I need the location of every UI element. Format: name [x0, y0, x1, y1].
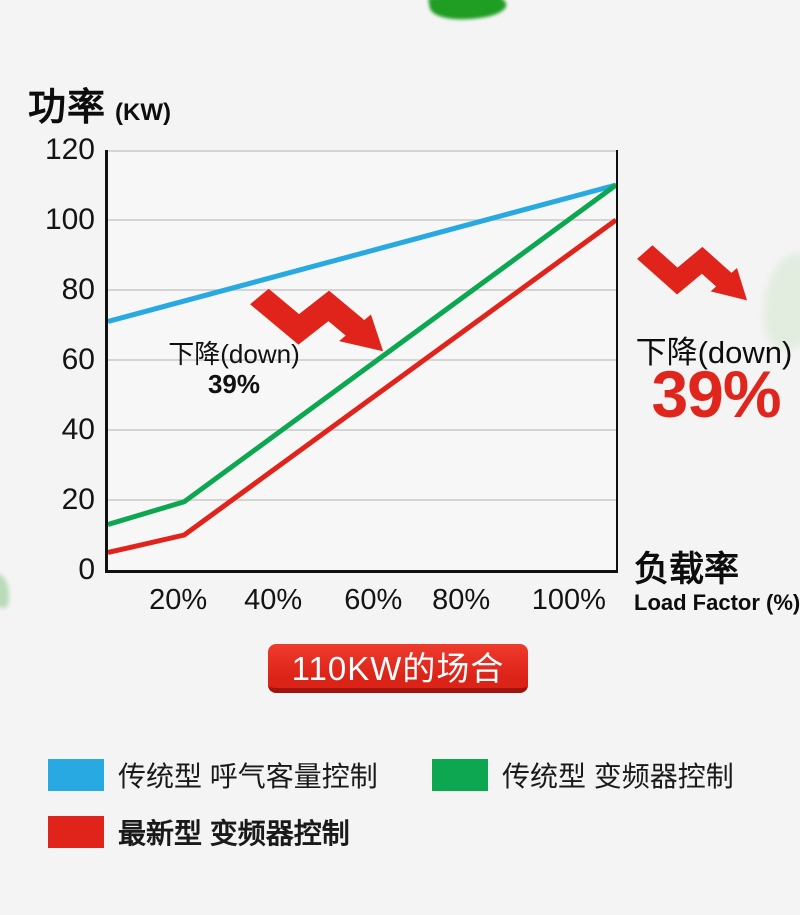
down-trend-arrow-icon	[637, 245, 748, 301]
plot-svg	[108, 150, 616, 555]
right-annotation-text: 下降(down)	[635, 335, 793, 370]
x-tick-label: 60%	[344, 584, 403, 616]
y-tick-label: 20	[61, 483, 95, 516]
scenario-badge: 110KW的场合	[268, 644, 528, 693]
legend-label: 传统型 呼气客量控制	[118, 761, 378, 792]
in-chart-annotation-value: 39%	[207, 369, 261, 399]
x-axis-title: 负载率 Load Factor (%)	[634, 550, 800, 616]
series-line-red	[108, 217, 616, 555]
legend-item-blue: 传统型 呼气客量控制	[48, 755, 378, 795]
y-axis-title: 功率 (KW)	[28, 76, 171, 131]
y-tick-label: 100	[44, 203, 95, 236]
y-tick-label: 0	[78, 553, 95, 586]
in-chart-annotation: 下降(down) 39%	[158, 339, 310, 399]
leaf-icon	[0, 574, 9, 608]
legend-swatch-red	[48, 816, 104, 848]
down-trend-arrow-icon	[250, 288, 384, 352]
x-axis-labels: 20% 40% 60% 80% 100%	[105, 584, 613, 618]
y-axis-unit: (KW)	[115, 99, 171, 126]
x-tick-label: 100%	[531, 584, 606, 616]
in-chart-annotation-text: 下降(down)	[168, 339, 300, 369]
y-axis-title-text: 功率	[28, 87, 107, 129]
y-tick-label: 80	[61, 273, 95, 306]
legend-item-red: 最新型 变频器控制	[48, 812, 350, 852]
x-axis-subtitle-text: Load Factor (%)	[634, 590, 800, 615]
series-line-blue	[108, 182, 616, 324]
y-tick-label: 120	[44, 133, 95, 166]
plot-area	[105, 150, 618, 573]
x-tick-label: 20%	[149, 584, 208, 616]
legend-swatch-blue	[48, 759, 104, 791]
legend-swatch-green	[432, 759, 488, 791]
legend-item-green: 传统型 变频器控制	[432, 755, 734, 795]
y-tick-label: 40	[61, 413, 95, 446]
leaf-icon	[428, 0, 508, 27]
legend-label: 最新型 变频器控制	[118, 818, 350, 849]
y-tick-label: 60	[61, 343, 95, 376]
y-axis-labels: 120 100 80 60 40 20 0	[0, 132, 95, 588]
legend-label: 传统型 变频器控制	[502, 761, 734, 792]
right-annotation-value: 39%	[651, 357, 781, 431]
series-line-green	[108, 182, 616, 527]
x-axis-title-text: 负载率	[634, 550, 740, 589]
x-tick-label: 40%	[244, 584, 303, 616]
scenario-badge-label: 110KW的场合	[291, 650, 505, 687]
x-tick-label: 80%	[432, 584, 491, 616]
